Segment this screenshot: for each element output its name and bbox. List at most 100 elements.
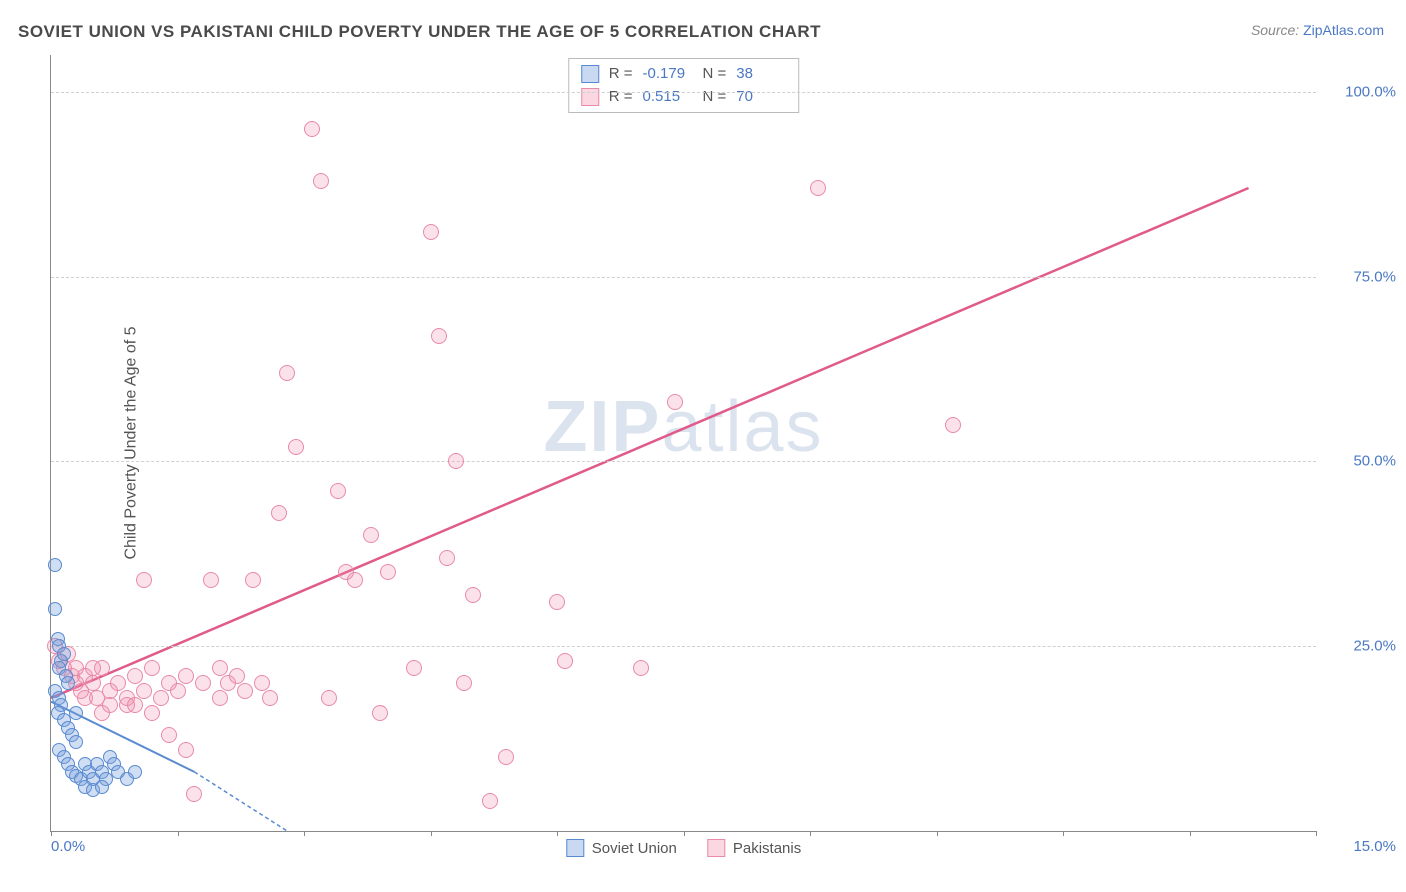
data-point-pink (212, 660, 228, 676)
data-point-blue (95, 780, 109, 794)
data-point-pink (161, 727, 177, 743)
data-point-pink (85, 660, 101, 676)
data-point-pink (110, 675, 126, 691)
gridline (51, 92, 1316, 93)
swatch-blue-icon (566, 839, 584, 857)
gridline (51, 646, 1316, 647)
legend: Soviet Union Pakistanis (566, 839, 801, 857)
xtick (51, 831, 52, 836)
xtick (304, 831, 305, 836)
data-point-pink (667, 394, 683, 410)
data-point-pink (431, 328, 447, 344)
stats-row-blue: R = -0.179 N = 38 (581, 63, 787, 86)
data-point-pink (347, 572, 363, 588)
trend-lines (51, 55, 1316, 831)
data-point-pink (549, 594, 565, 610)
data-point-pink (127, 668, 143, 684)
data-point-pink (465, 587, 481, 603)
data-point-pink (178, 742, 194, 758)
data-point-pink (372, 705, 388, 721)
ytick-label: 75.0% (1326, 268, 1396, 285)
xtick (431, 831, 432, 836)
source-label: Source: (1251, 22, 1299, 38)
data-point-pink (271, 505, 287, 521)
xtick-label-first: 0.0% (51, 838, 85, 855)
gridline (51, 277, 1316, 278)
data-point-pink (195, 675, 211, 691)
data-point-pink (321, 690, 337, 706)
gridline (51, 461, 1316, 462)
data-point-pink (288, 439, 304, 455)
swatch-pink (581, 88, 599, 106)
chart-container: SOVIET UNION VS PAKISTANI CHILD POVERTY … (0, 0, 1406, 892)
data-point-pink (633, 660, 649, 676)
data-point-pink (178, 668, 194, 684)
source-value: ZipAtlas.com (1303, 22, 1384, 38)
data-point-blue (69, 706, 83, 720)
y-axis-label: Child Poverty Under the Age of 5 (123, 326, 141, 559)
data-point-pink (203, 572, 219, 588)
data-point-pink (186, 786, 202, 802)
data-point-pink (423, 224, 439, 240)
ytick-label: 100.0% (1326, 83, 1396, 100)
data-point-pink (144, 660, 160, 676)
data-point-pink (144, 705, 160, 721)
ytick-label: 50.0% (1326, 453, 1396, 470)
data-point-pink (330, 483, 346, 499)
data-point-pink (212, 690, 228, 706)
xtick (684, 831, 685, 836)
data-point-pink (136, 683, 152, 699)
data-point-pink (136, 572, 152, 588)
data-point-pink (482, 793, 498, 809)
data-point-pink (363, 527, 379, 543)
xtick (557, 831, 558, 836)
data-point-pink (262, 690, 278, 706)
data-point-pink (127, 697, 143, 713)
plot-area: Child Poverty Under the Age of 5 ZIPatla… (50, 55, 1316, 832)
data-point-blue (57, 647, 71, 661)
data-point-pink (170, 683, 186, 699)
data-point-pink (557, 653, 573, 669)
xtick-label-last: 15.0% (1326, 838, 1396, 855)
xtick (1190, 831, 1191, 836)
data-point-pink (77, 690, 93, 706)
legend-item-soviet: Soviet Union (566, 839, 677, 857)
data-point-pink (254, 675, 270, 691)
ytick-label: 25.0% (1326, 638, 1396, 655)
data-point-pink (380, 564, 396, 580)
data-point-blue (48, 602, 62, 616)
stats-box: R = -0.179 N = 38 R = 0.515 N = 70 (568, 58, 800, 113)
data-point-pink (245, 572, 261, 588)
watermark: ZIPatlas (543, 386, 823, 468)
source-attribution: Source: ZipAtlas.com (1251, 22, 1384, 38)
data-point-pink (279, 365, 295, 381)
data-point-pink (406, 660, 422, 676)
data-point-pink (229, 668, 245, 684)
data-point-pink (945, 417, 961, 433)
data-point-pink (153, 690, 169, 706)
data-point-pink (498, 749, 514, 765)
data-point-pink (304, 121, 320, 137)
data-point-pink (456, 675, 472, 691)
data-point-pink (448, 453, 464, 469)
data-point-pink (810, 180, 826, 196)
swatch-blue (581, 65, 599, 83)
data-point-blue (48, 558, 62, 572)
data-point-blue (61, 676, 75, 690)
xtick (810, 831, 811, 836)
stats-row-pink: R = 0.515 N = 70 (581, 86, 787, 109)
data-point-blue (128, 765, 142, 779)
xtick (1316, 831, 1317, 836)
chart-title: SOVIET UNION VS PAKISTANI CHILD POVERTY … (18, 22, 821, 42)
data-point-pink (439, 550, 455, 566)
data-point-blue (69, 735, 83, 749)
xtick (178, 831, 179, 836)
legend-item-pakistani: Pakistanis (707, 839, 801, 857)
data-point-pink (313, 173, 329, 189)
xtick (1063, 831, 1064, 836)
data-point-pink (94, 705, 110, 721)
swatch-pink-icon (707, 839, 725, 857)
data-point-pink (85, 675, 101, 691)
xtick (937, 831, 938, 836)
data-point-pink (237, 683, 253, 699)
